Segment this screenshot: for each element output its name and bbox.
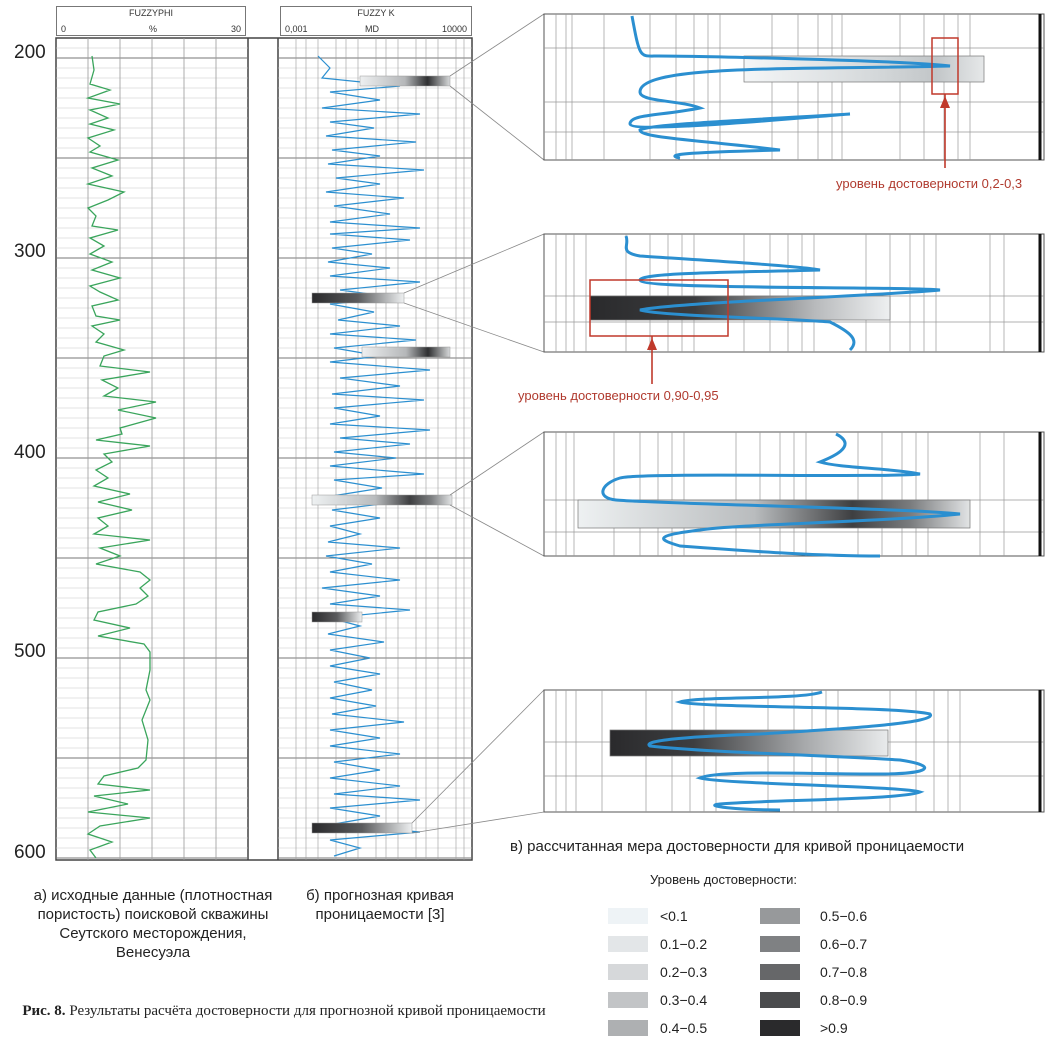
legend-swatch-0 — [608, 908, 648, 924]
permeability-curve — [317, 55, 431, 857]
legend-swatch-9 — [760, 1020, 800, 1036]
depth-label-200: 200 — [14, 42, 46, 63]
legend-swatch-2 — [608, 964, 648, 980]
depth-label-300: 300 — [14, 241, 46, 262]
caption-a: а) исходные данные (плотностная пористос… — [33, 887, 273, 961]
legend-label-5: 0.5−0.6 — [820, 908, 868, 924]
annotation-second: уровень достоверности 0,90-0,95 — [518, 388, 719, 403]
fuzzyk-scale-min: 0,001 — [285, 24, 308, 34]
legend-swatch-6 — [760, 936, 800, 952]
legend-label-7: 0.7−0.8 — [820, 964, 868, 980]
legend-label-4: 0.4−0.5 — [660, 1020, 708, 1036]
fuzzyk-unit: MD — [365, 24, 379, 34]
fuzzyphi-scale-min: 0 — [61, 24, 67, 34]
caption-c: в) рассчитанная мера достоверности для к… — [510, 838, 965, 855]
legend-label-6: 0.6−0.7 — [820, 936, 868, 952]
right-track-grid — [278, 47, 472, 859]
legend-label-9: >0.9 — [820, 1020, 848, 1036]
zoom-panel-3 — [543, 431, 1045, 558]
fuzzyphi-title: FUZZYPHI — [129, 8, 173, 18]
legend-swatch-3 — [608, 992, 648, 1008]
legend-label-0: <0.1 — [660, 908, 688, 924]
legend-title: Уровень достоверности: — [650, 872, 797, 887]
legend-swatch-7 — [760, 964, 800, 980]
porosity-curve — [85, 55, 157, 859]
annotation-top: уровень достоверности 0,2-0,3 — [836, 176, 1023, 191]
depth-label-600: 600 — [14, 842, 46, 863]
zoom-panel-4 — [543, 689, 1045, 813]
legend-label-3: 0.3−0.4 — [660, 992, 708, 1008]
figure-text: Результаты расчёта достоверности для про… — [69, 1003, 546, 1019]
fuzzyk-header: FUZZY K 0,001 MD 10000 — [280, 6, 472, 36]
legend-label-1: 0.1−0.2 — [660, 936, 708, 952]
fuzzyphi-header: FUZZYPHI 0 % 30 — [56, 6, 246, 36]
fuzzyphi-scale-max: 30 — [230, 24, 241, 34]
legend-swatch-4 — [608, 1020, 648, 1036]
legend-label-2: 0.2−0.3 — [660, 964, 708, 980]
zoom-panel-1 — [543, 13, 1045, 168]
zoom-panel-2 — [543, 233, 1045, 384]
depth-label-400: 400 — [14, 442, 46, 463]
legend-swatch-1 — [608, 936, 648, 952]
legend-swatch-8 — [760, 992, 800, 1008]
fuzzyk-scale-max: 10000 — [441, 24, 467, 34]
fuzzyk-title: FUZZY K — [357, 8, 395, 18]
legend-swatch-5 — [760, 908, 800, 924]
depth-label-500: 500 — [14, 641, 46, 662]
caption-b: б) прогнозная кривая проницаемости [3] — [306, 887, 454, 923]
figure-caption: Рис. 8. Результаты расчёта достоверности… — [4, 1002, 564, 1020]
legend-label-8: 0.8−0.9 — [820, 992, 868, 1008]
fuzzyphi-unit: % — [149, 24, 158, 34]
figure-label: Рис. 8. — [22, 1003, 66, 1019]
